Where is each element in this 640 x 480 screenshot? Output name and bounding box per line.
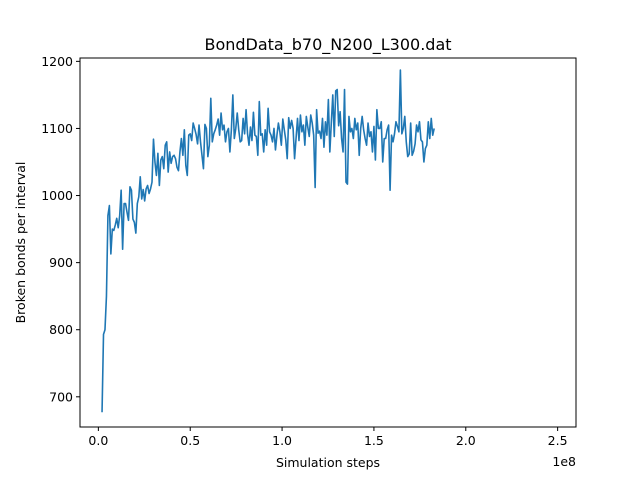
x-tick-label: 0.5 xyxy=(180,433,200,448)
x-tick-label: 0.0 xyxy=(88,433,108,448)
x-tick-label: 2.5 xyxy=(548,433,568,448)
axes-frame xyxy=(79,57,577,428)
x-tick-label: 1.5 xyxy=(364,433,384,448)
chart-title: BondData_b70_N200_L300.dat xyxy=(204,35,451,55)
x-tick-label: 1.0 xyxy=(272,433,292,448)
x-axis-label: Simulation steps xyxy=(276,455,380,470)
x-tick-label: 2.0 xyxy=(456,433,476,448)
y-tick-label: 800 xyxy=(49,322,73,337)
y-tick-label: 1000 xyxy=(41,188,73,203)
y-tick-label: 1100 xyxy=(41,121,73,136)
y-tick-label: 900 xyxy=(49,255,73,270)
y-tick-label: 700 xyxy=(49,389,73,404)
axis-ticks: 0.0 0.5 1.0 1.5 2.0 2.5 700 800 900 1000 1100 1200 xyxy=(41,54,567,448)
y-tick-label: 1200 xyxy=(41,54,73,69)
x-axis-offset-label: 1e8 xyxy=(552,454,576,469)
series-line-0 xyxy=(101,69,435,413)
y-axis-label: Broken bonds per interval xyxy=(13,162,28,324)
plot-area xyxy=(101,69,435,413)
